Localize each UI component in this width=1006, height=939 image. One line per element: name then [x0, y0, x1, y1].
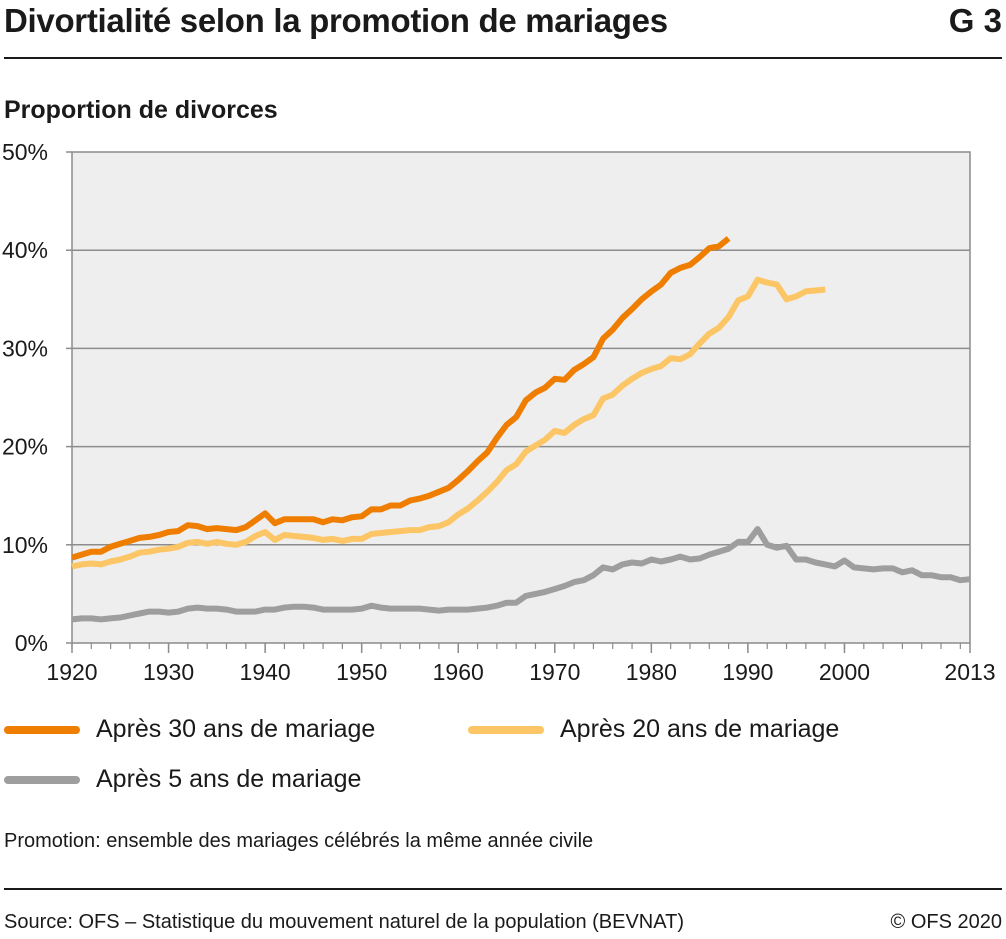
legend-item-5-ans: Après 5 ans de mariage — [4, 765, 361, 794]
x-tick-label: 1990 — [722, 659, 773, 685]
x-tick-label: 1970 — [529, 659, 580, 685]
figure-code: G 3 — [948, 2, 1002, 39]
x-tick-label: 1980 — [626, 659, 677, 685]
legend-label-30-ans: Après 30 ans de mariage — [96, 715, 376, 743]
legend-label-5-ans: Après 5 ans de mariage — [96, 765, 362, 793]
x-tick-labels: 1920 1930 1940 1950 1960 1970 1980 1990 2000 2013 — [46, 659, 995, 685]
x-ticks — [71, 643, 971, 653]
y-tick-label: 40% — [2, 237, 48, 263]
source-text: Source: OFS – Statistique du mouvement n… — [4, 911, 684, 933]
series-line-30-ans — [71, 236, 731, 561]
x-tick-label: 1930 — [143, 659, 194, 685]
legend-swatch-5-ans — [4, 775, 80, 784]
x-tick-label: 1960 — [433, 659, 484, 685]
y-tick-labels: 0% 10% 20% 30% 40% 50% — [2, 139, 48, 656]
x-tick-label: 1950 — [336, 659, 387, 685]
bottom-rule — [4, 888, 1002, 890]
legend-label-20-ans: Après 20 ans de mariage — [560, 715, 840, 743]
y-axis-title: Proportion de divorces — [4, 96, 278, 124]
y-tick-label: 50% — [2, 139, 48, 165]
top-rule — [4, 57, 1002, 59]
copyright-text: © OFS 2020 — [890, 911, 1002, 933]
legend-swatch-20-ans — [468, 725, 544, 734]
x-tick-label: 1920 — [46, 659, 97, 685]
y-tick-label: 20% — [2, 434, 48, 460]
legend-item-20-ans: Après 20 ans de mariage — [468, 715, 839, 744]
footnote: Promotion: ensemble des mariages célébré… — [4, 830, 594, 852]
series-line-20-ans — [71, 276, 826, 570]
legend-item-30-ans: Après 30 ans de mariage — [4, 715, 375, 744]
line-chart: 0%10%20%30%40%50% 1920 1930 1940 1950 1960 19… — [2, 139, 996, 685]
x-tick-label: 2000 — [819, 659, 870, 685]
series-lines — [71, 236, 971, 623]
legend-swatch-30-ans — [4, 725, 80, 734]
x-tick-label: 1940 — [240, 659, 291, 685]
x-tick-label: 2013 — [944, 659, 995, 685]
y-tick-label: 0% — [15, 630, 48, 656]
chart-title: Divortialité selon la promotion de maria… — [4, 2, 668, 39]
y-tick-label: 30% — [2, 335, 48, 361]
y-tick-label: 10% — [2, 532, 48, 558]
series-line-5-ans — [71, 526, 971, 623]
